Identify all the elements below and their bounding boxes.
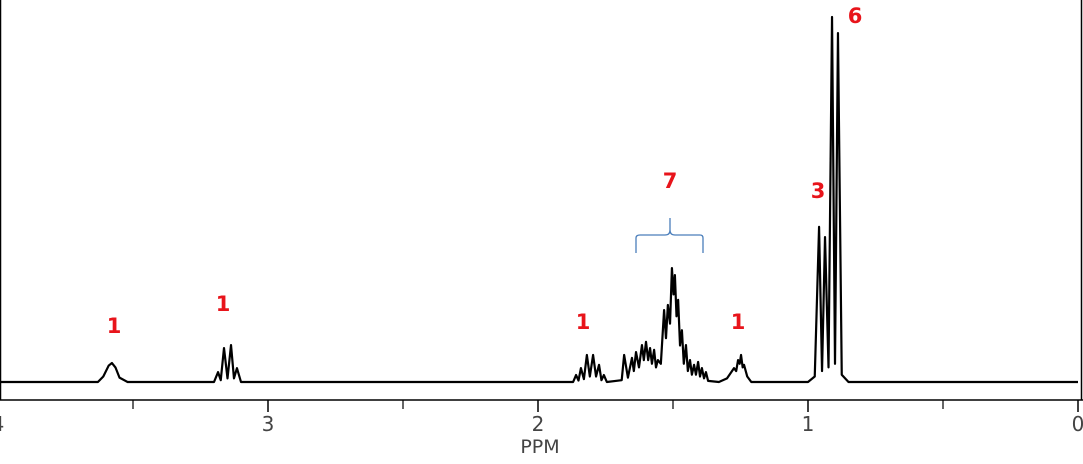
integration-label: 1 [107,314,122,338]
integration-label: 1 [216,292,231,316]
x-tick-label: 4 [0,412,4,436]
x-tick-label: 0 [1072,412,1083,436]
integration-label: 1 [576,310,591,334]
integration-label: 6 [848,4,863,28]
x-tick-label: 2 [532,412,545,436]
x-tick-label: 1 [802,412,815,436]
plot-area: 432101117136 [0,4,1083,436]
spectrum-line [0,15,1078,384]
integration-label: 7 [663,169,678,193]
integration-label: 1 [731,310,746,334]
x-axis-label: PPM [520,436,559,458]
integration-label: 3 [811,179,826,203]
x-tick-label: 3 [262,412,275,436]
multiplet-bracket [635,218,704,253]
